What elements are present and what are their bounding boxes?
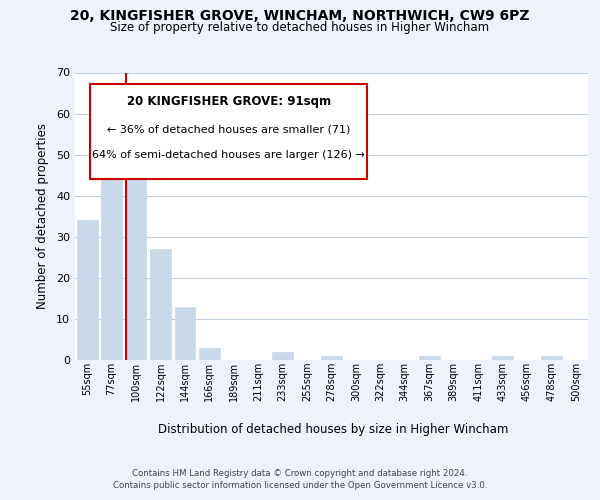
FancyBboxPatch shape (91, 84, 367, 179)
Bar (541, 356, 562, 360)
Y-axis label: Number of detached properties: Number of detached properties (36, 123, 49, 309)
Text: 20, KINGFISHER GROVE, WINCHAM, NORTHWICH, CW9 6PZ: 20, KINGFISHER GROVE, WINCHAM, NORTHWICH… (70, 9, 530, 23)
Bar (199, 348, 220, 360)
Text: 64% of semi-detached houses are larger (126) →: 64% of semi-detached houses are larger (… (92, 150, 365, 160)
Bar (272, 352, 293, 360)
Bar (125, 122, 146, 360)
Text: Distribution of detached houses by size in Higher Wincham: Distribution of detached houses by size … (158, 422, 508, 436)
Bar (150, 249, 171, 360)
Bar (101, 134, 122, 360)
Bar (321, 356, 342, 360)
Bar (419, 356, 440, 360)
Text: Contains HM Land Registry data © Crown copyright and database right 2024.: Contains HM Land Registry data © Crown c… (132, 469, 468, 478)
Text: ← 36% of detached houses are smaller (71): ← 36% of detached houses are smaller (71… (107, 124, 350, 134)
Bar (175, 306, 196, 360)
Text: 20 KINGFISHER GROVE: 91sqm: 20 KINGFISHER GROVE: 91sqm (127, 96, 331, 108)
Text: Size of property relative to detached houses in Higher Wincham: Size of property relative to detached ho… (110, 22, 490, 35)
Bar (492, 356, 513, 360)
Text: Contains public sector information licensed under the Open Government Licence v3: Contains public sector information licen… (113, 481, 487, 490)
Bar (77, 220, 98, 360)
